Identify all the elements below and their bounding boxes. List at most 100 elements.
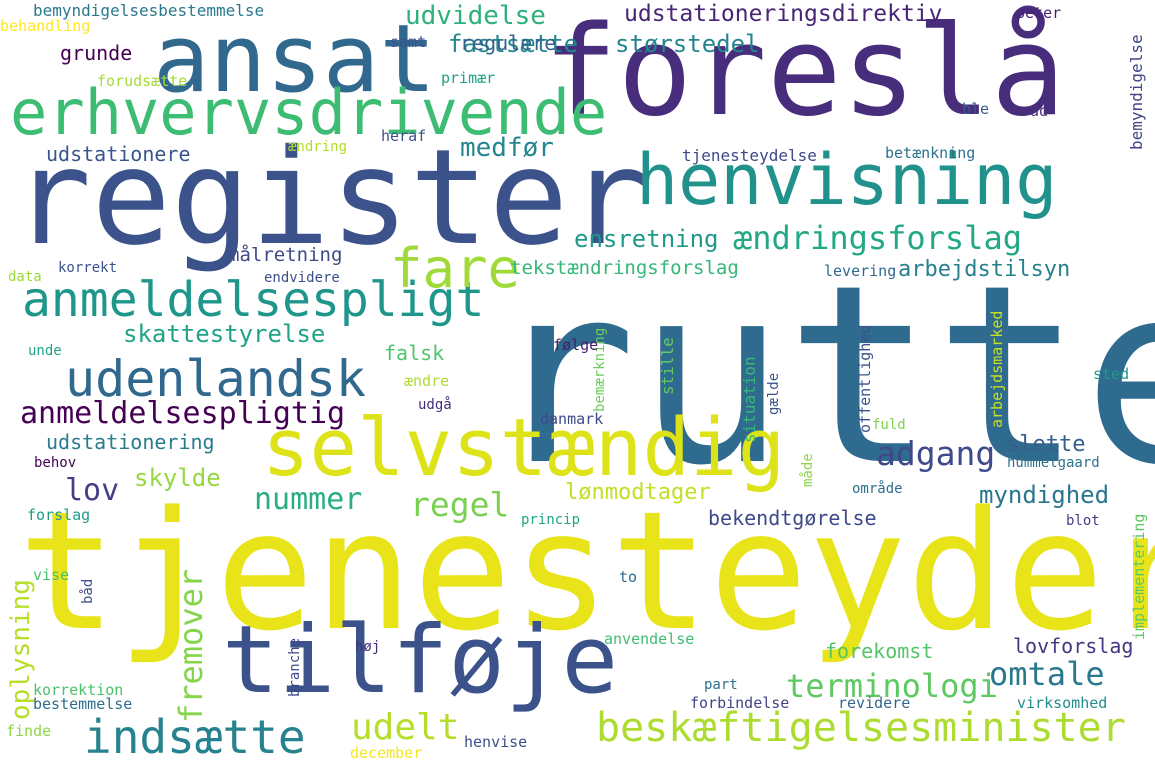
cloud-word: vise — [33, 566, 70, 584]
cloud-word: betænkning — [885, 144, 976, 162]
cloud-word: indsætte — [84, 710, 306, 764]
cloud-word: ble — [962, 100, 990, 118]
cloud-word: register — [12, 121, 648, 275]
cloud-word: part — [704, 677, 738, 693]
cloud-word: arbejdsmarked — [988, 310, 1006, 428]
cloud-word: udstationeringsdirektiv — [624, 1, 943, 27]
cloud-word: fare — [390, 237, 521, 300]
cloud-word: følge — [553, 336, 599, 354]
cloud-word: ændringsforslag — [733, 219, 1022, 257]
cloud-word: båd — [80, 578, 96, 604]
cloud-word: skylde — [134, 464, 221, 492]
cloud-word: lønmodtager — [565, 480, 711, 505]
cloud-word: forbindelse — [690, 694, 790, 712]
cloud-word: revidere — [838, 694, 911, 712]
cloud-word: branche — [287, 637, 303, 697]
cloud-word: selvstændig — [262, 402, 786, 494]
cloud-word: behov — [34, 455, 77, 471]
cloud-word: ensretning — [574, 225, 719, 253]
cloud-word: samt — [390, 33, 427, 51]
cloud-word: endvidere — [264, 270, 340, 286]
cloud-word: forslag — [27, 506, 91, 524]
cloud-word: medfør — [460, 133, 554, 163]
cloud-word: heraf — [381, 127, 427, 145]
cloud-word: stille — [658, 337, 677, 395]
cloud-word: forekomst — [825, 639, 934, 663]
cloud-word: lov — [65, 473, 120, 508]
cloud-word: regel — [410, 485, 510, 524]
cloud-word: lovforslag — [1013, 634, 1134, 658]
cloud-word: størstedel — [615, 30, 760, 58]
cloud-word: regulere — [460, 31, 557, 55]
cloud-word: henvise — [464, 733, 528, 751]
cloud-word: falsk — [384, 341, 445, 365]
cloud-word: virksomhed — [1017, 694, 1108, 712]
cloud-word: ansat — [153, 5, 436, 114]
cloud-word: offentlighed — [856, 324, 874, 433]
cloud-word: hummelgaard — [1007, 455, 1100, 471]
cloud-word: situation — [740, 356, 759, 443]
cloud-word: udenlandsk — [65, 350, 367, 408]
cloud-word: ændring — [288, 139, 348, 155]
cloud-word: bestemmelse — [33, 695, 133, 713]
cloud-word: oplysning — [6, 579, 36, 720]
cloud-word: primær — [441, 69, 496, 87]
cloud-word: rutte — [488, 233, 1155, 520]
cloud-word: fastsætte — [448, 30, 579, 58]
cloud-word: slette — [1006, 432, 1086, 457]
cloud-word: december — [350, 744, 423, 762]
cloud-word: fremover — [172, 568, 210, 723]
cloud-word: anvendelse — [604, 630, 695, 648]
cloud-word: beskæftigelsesminister — [596, 705, 1126, 751]
cloud-word: tilføje — [222, 606, 619, 715]
cloud-word: gælde — [766, 372, 782, 415]
cloud-word: to — [619, 568, 638, 586]
cloud-word: arbejdstilsyn — [898, 257, 1071, 282]
cloud-word: bemyndigelsesbestemmelse — [33, 1, 265, 20]
cloud-word: sted — [1093, 365, 1130, 383]
cloud-word: udgå — [418, 397, 452, 413]
cloud-word: fuld — [872, 417, 906, 433]
cloud-word: bemyndigelse — [1127, 34, 1146, 150]
cloud-word: ændre — [404, 372, 450, 390]
cloud-word: danmark — [540, 410, 604, 428]
cloud-word: udelt — [351, 707, 460, 748]
cloud-word: blot — [1066, 513, 1100, 529]
cloud-word: nummer — [254, 482, 363, 517]
cloud-word: skattestyrelse — [123, 320, 326, 348]
cloud-word: måde — [800, 453, 816, 487]
cloud-word: unde — [28, 343, 62, 359]
cloud-word: terminologi — [786, 667, 998, 705]
cloud-word: foreslå — [543, 0, 1066, 144]
cloud-word: adgang — [876, 434, 996, 473]
cloud-word: anmeldelsespligt — [22, 272, 485, 328]
cloud-word: tjenesteyder — [18, 476, 1155, 667]
cloud-word: behandling — [0, 17, 91, 35]
cloud-word: udstationere — [46, 142, 191, 166]
cloud-word: erhvervsdrivende — [10, 76, 608, 149]
cloud-word: myndighed — [979, 481, 1110, 509]
cloud-word: tekstændringsforslag — [510, 257, 739, 279]
cloud-word: princip — [521, 512, 581, 528]
cloud-word: korrektion — [33, 681, 124, 699]
cloud-word: korrekt — [58, 260, 118, 276]
cloud-word: målretning — [228, 244, 343, 266]
cloud-word: levering — [824, 262, 897, 280]
cloud-word: grunde — [60, 41, 133, 65]
cloud-word: tjenesteydelse — [682, 146, 817, 165]
cloud-word: anmeldelsespligtig — [20, 396, 346, 431]
cloud-word: udstationering — [46, 430, 215, 454]
cloud-word: finde — [6, 722, 52, 740]
cloud-word: høj — [355, 639, 381, 655]
cloud-word: omtale — [989, 655, 1105, 693]
cloud-word: implementering — [1130, 513, 1148, 640]
cloud-word: ad — [1030, 102, 1049, 120]
cloud-word: henvisning — [636, 139, 1058, 221]
cloud-word: område — [852, 481, 903, 497]
cloud-word: bekendtgørelse — [708, 506, 877, 530]
cloud-word: peter — [1016, 4, 1062, 22]
cloud-word: forudsætte — [97, 72, 188, 90]
cloud-word: data — [8, 269, 42, 285]
cloud-word: udvidelse — [405, 1, 546, 31]
